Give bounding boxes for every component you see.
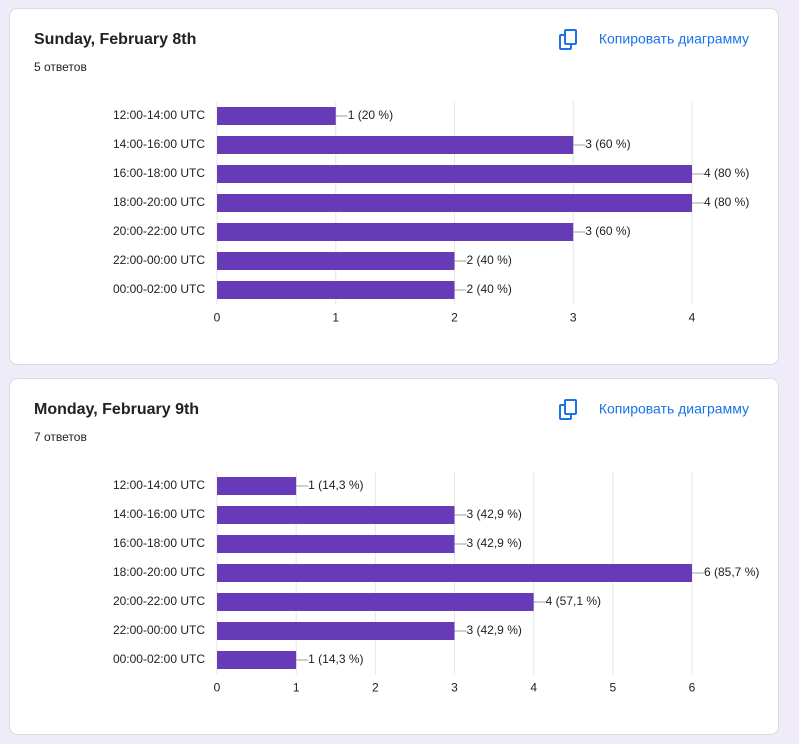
bar bbox=[217, 136, 574, 154]
x-tick-label: 4 bbox=[689, 311, 696, 325]
y-tick-label: 22:00-00:00 UTC bbox=[113, 623, 205, 637]
bar bbox=[217, 622, 455, 640]
bar bbox=[217, 477, 297, 495]
value-label: 4 (80 %) bbox=[704, 166, 749, 180]
y-tick-label: 14:00-16:00 UTC bbox=[113, 507, 205, 521]
bar bbox=[217, 651, 297, 669]
subtitle: 7 ответов bbox=[34, 430, 87, 444]
value-label: 3 (42,9 %) bbox=[467, 623, 522, 637]
x-tick-label: 0 bbox=[214, 311, 221, 325]
value-label: 1 (20 %) bbox=[348, 108, 393, 122]
copy-button-label[interactable]: Копировать диаграмму bbox=[599, 401, 749, 417]
copy-icon-front bbox=[564, 399, 577, 415]
bar bbox=[217, 506, 455, 524]
y-tick-label: 18:00-20:00 UTC bbox=[113, 195, 205, 209]
bar bbox=[217, 107, 336, 125]
value-label: 2 (40 %) bbox=[467, 253, 512, 267]
y-tick-label: 20:00-22:00 UTC bbox=[113, 594, 205, 608]
y-tick-label: 14:00-16:00 UTC bbox=[113, 137, 205, 151]
bar bbox=[217, 252, 455, 270]
y-tick-label: 00:00-02:00 UTC bbox=[113, 652, 205, 666]
y-tick-label: 00:00-02:00 UTC bbox=[113, 282, 205, 296]
bar bbox=[217, 281, 455, 299]
bar bbox=[217, 165, 692, 183]
value-label: 3 (60 %) bbox=[585, 137, 630, 151]
bar bbox=[217, 223, 574, 241]
y-tick-label: 18:00-20:00 UTC bbox=[113, 565, 205, 579]
x-tick-label: 1 bbox=[293, 681, 300, 695]
copy-icon-front bbox=[564, 29, 577, 45]
bar bbox=[217, 194, 692, 212]
bar bbox=[217, 564, 692, 582]
x-tick-label: 2 bbox=[451, 311, 458, 325]
value-label: 1 (14,3 %) bbox=[308, 652, 363, 666]
card bbox=[9, 378, 779, 735]
chart-title: Sunday, February 8th bbox=[34, 31, 196, 48]
x-tick-label: 1 bbox=[332, 311, 339, 325]
y-tick-label: 12:00-14:00 UTC bbox=[113, 478, 205, 492]
x-tick-label: 3 bbox=[570, 311, 577, 325]
x-tick-label: 0 bbox=[214, 681, 221, 695]
chart-title: Monday, February 9th bbox=[34, 401, 199, 418]
subtitle: 5 ответов bbox=[34, 60, 87, 74]
value-label: 6 (85,7 %) bbox=[704, 565, 759, 579]
copy-button[interactable]: Копировать диаграмму bbox=[559, 399, 749, 420]
y-tick-label: 16:00-18:00 UTC bbox=[113, 166, 205, 180]
value-label: 3 (42,9 %) bbox=[467, 507, 522, 521]
y-tick-label: 16:00-18:00 UTC bbox=[113, 536, 205, 550]
y-tick-label: 22:00-00:00 UTC bbox=[113, 253, 205, 267]
value-label: 3 (60 %) bbox=[585, 224, 630, 238]
y-tick-label: 12:00-14:00 UTC bbox=[113, 108, 205, 122]
bar bbox=[217, 593, 534, 611]
copy-button[interactable]: Копировать диаграмму bbox=[559, 29, 749, 50]
bar bbox=[217, 535, 455, 553]
y-tick-label: 20:00-22:00 UTC bbox=[113, 224, 205, 238]
x-tick-label: 3 bbox=[451, 681, 458, 695]
card bbox=[9, 8, 779, 365]
x-tick-label: 5 bbox=[609, 681, 616, 695]
copy-button-label[interactable]: Копировать диаграмму bbox=[599, 31, 749, 47]
chart-card: Monday, February 9th 7 ответов Копировать … bbox=[9, 378, 779, 735]
x-tick-label: 6 bbox=[689, 681, 696, 695]
value-label: 4 (80 %) bbox=[704, 195, 749, 209]
value-label: 2 (40 %) bbox=[467, 282, 512, 296]
chart-card: Sunday, February 8th 5 ответов Копировать … bbox=[9, 8, 779, 365]
value-label: 1 (14,3 %) bbox=[308, 478, 363, 492]
x-tick-label: 4 bbox=[530, 681, 537, 695]
x-tick-label: 2 bbox=[372, 681, 379, 695]
value-label: 3 (42,9 %) bbox=[467, 536, 522, 550]
value-label: 4 (57,1 %) bbox=[546, 594, 601, 608]
